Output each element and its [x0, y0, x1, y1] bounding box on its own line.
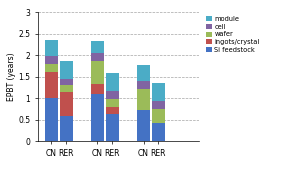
Bar	[45, 98, 58, 141]
Bar	[45, 72, 58, 98]
Bar	[60, 93, 73, 116]
Bar	[137, 110, 150, 141]
Bar	[106, 91, 119, 99]
Bar	[60, 62, 73, 79]
Bar	[137, 89, 150, 110]
Bar	[91, 94, 104, 141]
Bar	[137, 81, 150, 89]
Bar	[45, 56, 58, 64]
Bar	[152, 101, 165, 109]
Bar	[45, 40, 58, 56]
Bar	[106, 73, 119, 91]
Bar	[60, 79, 73, 85]
Bar	[60, 85, 73, 93]
Bar	[91, 61, 104, 84]
Legend: module, cell, wafer, ingots/crystal, Si feedstock: module, cell, wafer, ingots/crystal, Si …	[206, 15, 260, 53]
Bar	[106, 114, 119, 141]
Bar	[152, 83, 165, 101]
Bar	[91, 84, 104, 94]
Bar	[106, 99, 119, 107]
Bar	[60, 116, 73, 141]
Bar	[91, 41, 104, 53]
Bar	[106, 107, 119, 114]
Bar	[45, 64, 58, 72]
Y-axis label: EPBT (years): EPBT (years)	[6, 52, 16, 101]
Bar	[137, 64, 150, 81]
Bar	[152, 123, 165, 141]
Bar	[91, 53, 104, 61]
Bar	[152, 109, 165, 123]
